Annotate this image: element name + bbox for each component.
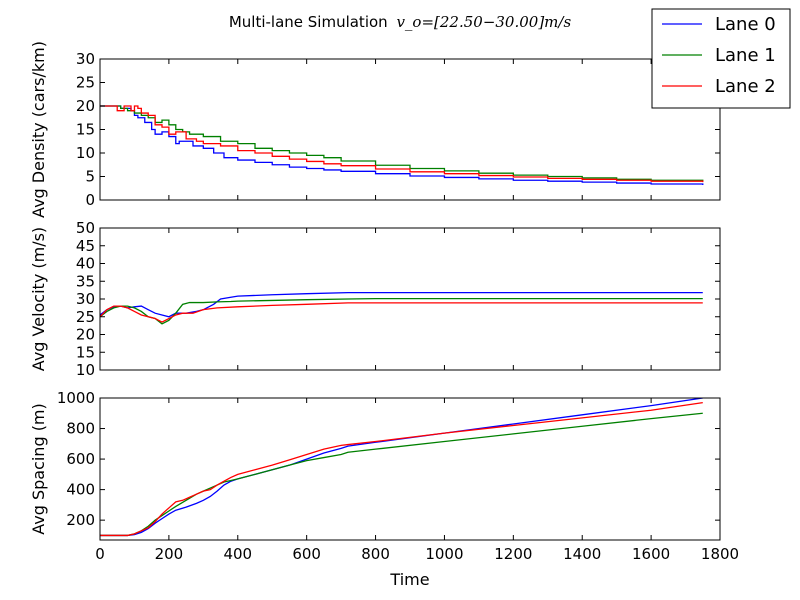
- y-tick-label: 200: [66, 511, 95, 529]
- y-axis-label: Avg Density (cars/km): [29, 41, 48, 218]
- title-main: Multi-lane Simulation: [229, 13, 388, 31]
- y-tick-label: 1000: [57, 389, 95, 407]
- x-tick-label: 1600: [632, 545, 670, 563]
- series-line-lane-0: [100, 105, 704, 185]
- legend-label: Lane 2: [715, 76, 776, 97]
- series-line-lane-1: [100, 297, 703, 325]
- y-tick-label: 800: [66, 420, 95, 438]
- y-tick-label: 40: [76, 255, 95, 273]
- figure-title: Multi-lane Simulation v_o=[22.50−30.00]m…: [229, 13, 572, 31]
- legend: Lane 0 Lane 1 Lane 2: [651, 8, 791, 109]
- y-tick-label: 30: [76, 290, 95, 308]
- x-tick-label: 600: [292, 545, 321, 563]
- x-tick-label: 1400: [563, 545, 601, 563]
- panel-3: 0 200 400 600 800 1000 1200 1400 1600 18002004006…: [29, 389, 739, 563]
- series-line-lane-1: [100, 412, 703, 537]
- title-math: v_o=[22.50−30.00]m/s: [396, 13, 571, 31]
- y-tick-label: 45: [76, 237, 95, 255]
- y-tick-label: 15: [76, 343, 95, 361]
- y-tick-label: 50: [76, 219, 95, 237]
- series-line-lane-2: [100, 105, 704, 183]
- series-line-lane-2: [100, 401, 703, 537]
- y-tick-label: 400: [66, 481, 95, 499]
- y-axis-label: Avg Spacing (m): [29, 403, 48, 535]
- y-tick-label: 10: [76, 144, 95, 162]
- y-axis-label: Avg Velocity (m/s): [29, 227, 48, 371]
- legend-frame: [651, 8, 791, 109]
- series-line-lane-1: [100, 105, 704, 182]
- y-tick-label: 25: [76, 74, 95, 92]
- y-tick-label: 35: [76, 272, 95, 290]
- y-tick-label: 20: [76, 97, 95, 115]
- x-tick-label: 400: [223, 545, 252, 563]
- y-tick-label: 600: [66, 450, 95, 468]
- x-tick-label: 200: [155, 545, 184, 563]
- y-tick-label: 15: [76, 121, 95, 139]
- legend-label: Lane 0: [715, 14, 776, 35]
- y-tick-label: 0: [85, 191, 95, 209]
- y-tick-label: 20: [76, 326, 95, 344]
- y-tick-label: 5: [85, 168, 95, 186]
- axes-frame: [99, 397, 721, 541]
- x-tick-label: 1800: [701, 545, 739, 563]
- x-tick-label: 1200: [494, 545, 532, 563]
- legend-label: Lane 1: [715, 45, 776, 66]
- title-text: Multi-lane Simulation v_o=[22.50−30.00]m…: [229, 13, 572, 31]
- panel-1: 0 5 10 15 20 25 30 Avg Density (cars/km): [29, 41, 721, 218]
- x-tick-label: 800: [361, 545, 390, 563]
- y-tick-label: 10: [76, 361, 95, 379]
- x-tick-label: 0: [95, 545, 105, 563]
- x-tick-label: 1000: [425, 545, 463, 563]
- series-line-lane-0: [100, 398, 703, 537]
- series-line-lane-2: [100, 302, 703, 323]
- y-tick-label: 25: [76, 308, 95, 326]
- y-tick-label: 30: [76, 50, 95, 68]
- x-axis-label: Time: [389, 570, 429, 589]
